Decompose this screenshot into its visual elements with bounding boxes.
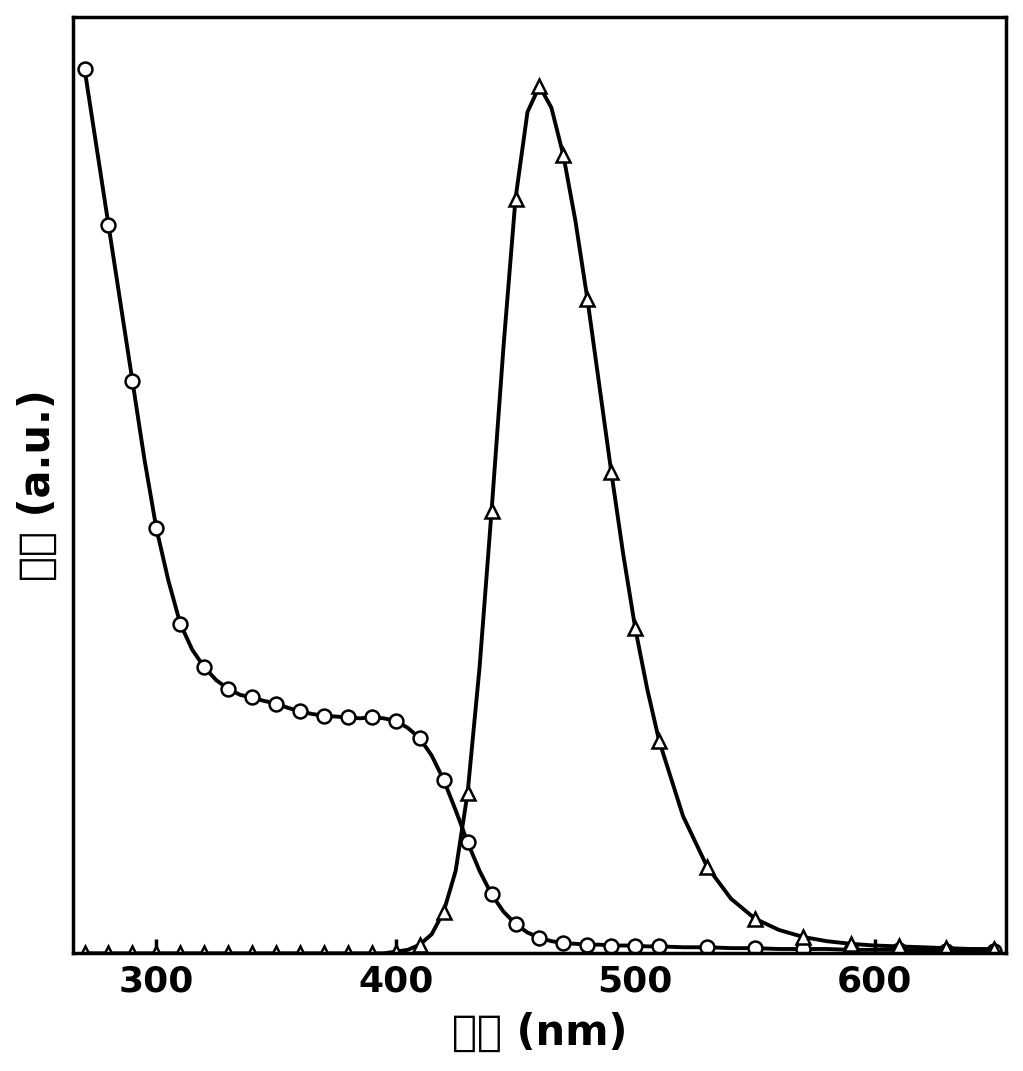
Y-axis label: 强度 (a.u.): 强度 (a.u.) [16, 389, 58, 580]
X-axis label: 波长 (nm): 波长 (nm) [452, 1012, 627, 1054]
